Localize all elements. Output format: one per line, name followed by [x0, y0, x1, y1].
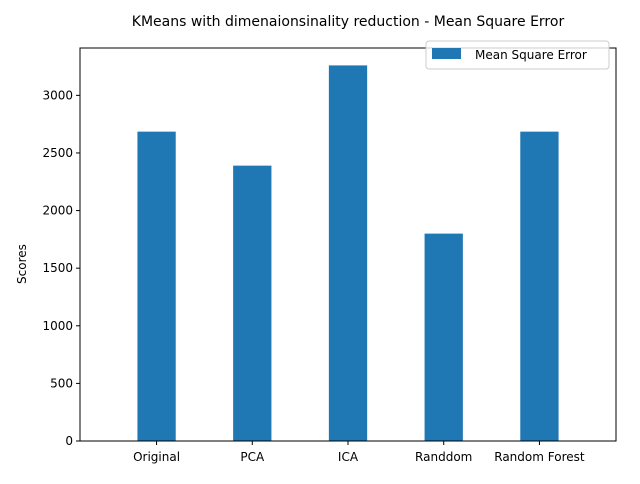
- legend-label: Mean Square Error: [475, 48, 587, 62]
- legend-box: [425, 40, 610, 70]
- chart-title: KMeans with dimenaionsinality reduction …: [132, 14, 565, 30]
- y-tick-label: 3000: [42, 88, 73, 102]
- bar-randdom: [424, 233, 463, 441]
- x-tick-label: PCA: [240, 450, 265, 464]
- y-tick-label: 1000: [42, 319, 73, 333]
- y-tick-label: 2000: [42, 204, 73, 218]
- bar-ica: [328, 65, 368, 442]
- x-tick-label: ICA: [338, 450, 359, 464]
- y-axis-label: Scores: [15, 244, 29, 284]
- bar-pca: [233, 165, 272, 441]
- x-tick-label: Original: [133, 450, 180, 464]
- legend: Mean Square Error: [425, 40, 610, 70]
- plot-frame: [79, 47, 617, 442]
- y-tick-label: 1500: [42, 261, 73, 275]
- y-tick-label: 500: [50, 376, 73, 390]
- y-tick-label: 2500: [42, 146, 73, 160]
- bars-layer: [137, 65, 559, 442]
- y-tick-label: 0: [65, 434, 73, 448]
- y-axis-ticks: 0 500 1000 1500 2000 2500 3000: [42, 88, 80, 448]
- x-axis-ticks: Original PCA ICA Randdom Random Forest: [133, 441, 585, 464]
- bar-original: [137, 131, 176, 441]
- bar-random-forest: [520, 131, 559, 441]
- x-tick-label: Randdom: [415, 450, 472, 464]
- x-tick-label: Random Forest: [494, 450, 585, 464]
- legend-swatch: [432, 48, 461, 59]
